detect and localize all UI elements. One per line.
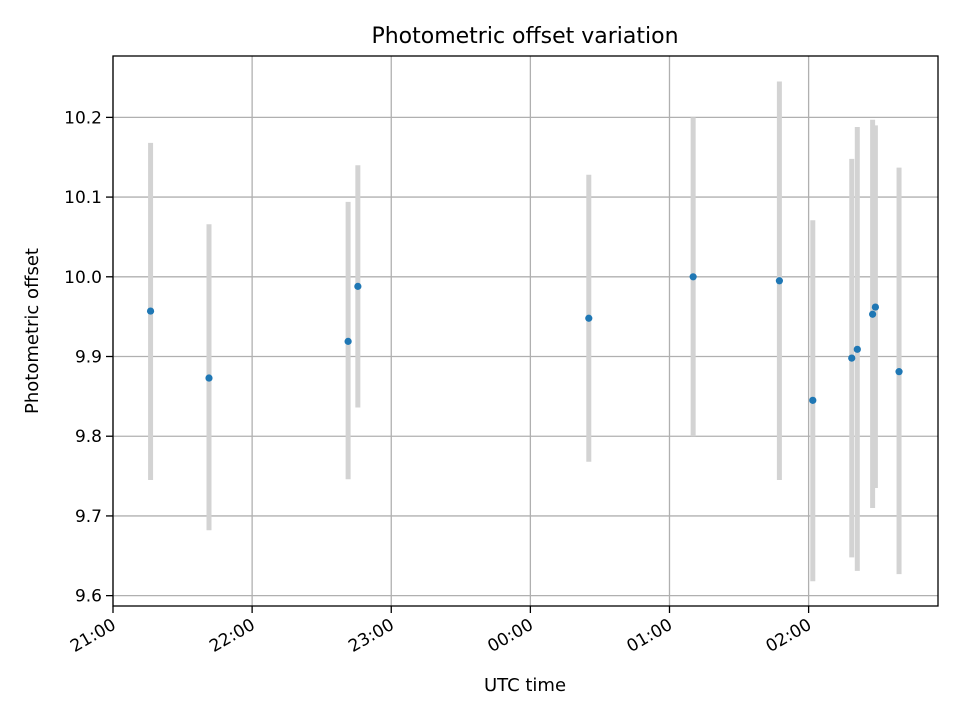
data-point [689,273,697,281]
data-point [848,354,856,362]
data-point [146,307,155,315]
y-tick-label: 9.7 [75,507,102,527]
data-point [775,277,783,285]
data-point [809,396,817,404]
chart-title: Photometric offset variation [371,24,678,49]
data-point [871,303,879,311]
plot-frame [112,55,939,607]
data-point [344,337,352,345]
y-tick-label: 9.8 [75,427,102,447]
y-tick-label: 9.9 [75,348,102,368]
y-tick-label: 10.1 [64,188,102,208]
y-tick-label: 9.6 [75,587,102,607]
y-tick-label: 10.2 [64,108,102,128]
y-axis-ticks: 9.6 9.7 9.8 9.9 10.0 10.1 10.2 [64,108,113,607]
x-axis-label: UTC time [484,675,566,696]
grid-lines [112,56,938,606]
y-tick-label: 10.0 [64,268,102,288]
data-point [853,345,861,353]
data-points [146,273,903,404]
data-point [869,310,877,318]
data-point [895,368,903,376]
plot-background [113,56,938,606]
data-point [205,374,213,382]
data-point [354,282,362,290]
y-axis-label: Photometric offset [22,248,43,414]
data-point [585,314,593,322]
